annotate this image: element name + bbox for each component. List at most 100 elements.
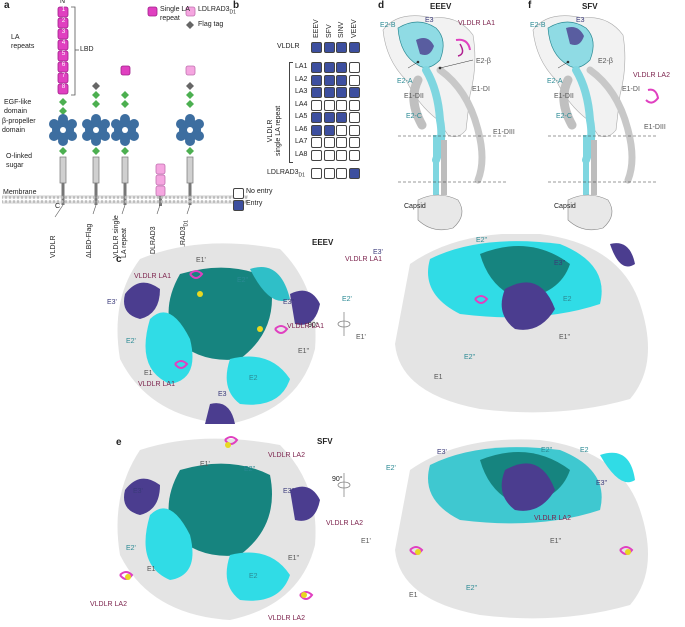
f-e1diii-label: E1-DIII	[644, 124, 666, 131]
c-top-e3: E3	[218, 391, 227, 398]
e-side-e3pp: E3''	[596, 480, 608, 487]
eeev-spike-structure	[382, 15, 508, 231]
e-top-la2-b: VLDLR LA2	[90, 601, 127, 608]
matrix-cell	[336, 124, 347, 136]
panel-e-label: e	[116, 437, 122, 448]
e-side-e2pp: E2''	[541, 447, 553, 454]
matrix-row-label: LDLRAD3D1	[267, 169, 305, 179]
panel-a-diagram	[2, 6, 248, 218]
c-terminus-label: C	[55, 203, 61, 210]
e-top-e2pp: E2''	[244, 466, 256, 473]
f-e1dii-label: E1-DII	[554, 93, 574, 100]
la-number: 3	[61, 29, 66, 35]
d-e2a-label: E2-A	[397, 78, 413, 85]
matrix-cell	[311, 137, 322, 148]
matrix-cell	[311, 149, 322, 161]
panel-e-title: SFV	[317, 437, 333, 446]
olinked-label: O-linked sugar	[6, 153, 33, 169]
construct-label-vldlr: VLDLR	[50, 235, 57, 258]
matrix-cell	[348, 99, 360, 111]
e-side-e1: E1	[409, 592, 418, 599]
d-e1diii-label: E1-DIII	[493, 129, 515, 136]
matrix-cell	[311, 62, 322, 73]
matrix-cell	[323, 168, 335, 179]
e-top-e3pp: E3''	[283, 488, 295, 495]
membrane-label: Membrane	[3, 189, 37, 196]
c-top-e3pp: E3''	[283, 299, 295, 306]
c-side-e1pp: E1''	[559, 334, 571, 341]
f-e2b-label: E2-B	[530, 22, 546, 29]
c-top-e2p: E2'	[126, 338, 136, 345]
la-number: 2	[61, 18, 66, 24]
e-top-e2p: E2'	[126, 545, 136, 552]
c-side-e2: E2	[563, 296, 572, 303]
d-e3-label: E3	[425, 17, 434, 24]
matrix-cell	[336, 168, 347, 179]
matrix-cell	[323, 42, 335, 53]
c-top-e2: E2	[249, 375, 258, 382]
e-top-la2-c: VLDLR LA2	[268, 615, 305, 622]
e-side-e2p: E2'	[386, 465, 396, 472]
d-capsid-label: Capsid	[404, 203, 426, 210]
c-side-e1p: E1'	[356, 334, 366, 341]
matrix-cell	[336, 74, 347, 86]
f-e2a-label: E2-A	[547, 78, 563, 85]
matrix-cell	[348, 87, 360, 98]
matrix-cell	[323, 99, 335, 111]
matrix-cell	[311, 124, 322, 136]
matrix-row-label: LA2	[295, 75, 308, 83]
entry-matrix: EEEV SFV SINV VEEV VLDLR LA1 LA2 LA3 LA4 LA5 LA6 LA…	[233, 8, 383, 248]
d-e2c-label: E2-C	[406, 113, 422, 120]
matrix-row-label: LA8	[295, 150, 308, 158]
e-side-e2pp-b: E2''	[466, 585, 478, 592]
matrix-cell	[311, 87, 322, 98]
c-side-e2p: E2'	[342, 296, 352, 303]
e-side-e3p: E3'	[437, 449, 447, 456]
construct-label-dlbd: ΔLBD-Flag	[86, 223, 93, 258]
matrix-cell	[348, 112, 360, 123]
matrix-cell	[336, 87, 347, 98]
matrix-cell	[323, 87, 335, 98]
e-side-e2: E2	[580, 447, 589, 454]
panel-c-title: EEEV	[312, 238, 334, 247]
matrix-column-header: SFV	[325, 24, 333, 38]
la-number: 1	[61, 7, 66, 13]
ldlrad3-legend: LDLRAD3D1	[198, 6, 236, 16]
c-side-e2pp: E2''	[476, 237, 488, 244]
matrix-cell	[323, 137, 335, 148]
matrix-row-label: VLDLR	[277, 43, 300, 50]
c-top-e2pp: E2''	[237, 277, 249, 284]
la-number: 7	[61, 73, 66, 79]
matrix-cell	[336, 112, 347, 123]
panel-a-label: a	[4, 0, 10, 11]
matrix-cell	[311, 74, 322, 86]
sfv-surface-views	[117, 436, 648, 620]
la-number: 6	[61, 62, 66, 68]
e-side-e1p: E1'	[361, 538, 371, 545]
d-e1dii-label: E1-DII	[404, 93, 424, 100]
matrix-cell	[348, 124, 360, 136]
matrix-row-label: LA1	[295, 63, 308, 70]
sfv-spike-structure	[532, 15, 660, 231]
lbd-label: LBD	[80, 46, 94, 53]
e-top-e1p: E1'	[200, 461, 210, 468]
legend-swatch-entry	[233, 200, 244, 211]
beta-propeller-vldlr	[49, 114, 77, 146]
e-top-la2-a: VLDLR LA2	[268, 452, 305, 459]
la-repeat-stack	[57, 6, 69, 95]
la-number: 8	[61, 84, 66, 90]
c-side-la1: VLDLR LA1	[345, 256, 382, 263]
matrix-column-header: VEEV	[350, 19, 358, 38]
la-repeats-label: LA repeats	[11, 34, 35, 50]
panel-d-label: d	[378, 0, 385, 11]
f-e1di-label: E1-DI	[622, 86, 640, 93]
matrix-column-header: SINV	[338, 21, 345, 38]
matrix-cell	[323, 149, 335, 161]
f-e2c-label: E2-C	[556, 113, 572, 120]
c-top-e1: E1	[144, 370, 153, 377]
panel-f-title: SFV	[582, 2, 598, 11]
legend-no-entry: No entry	[246, 188, 273, 195]
beta-propeller-label: β-propeller domain	[2, 118, 36, 134]
c-top-e3p: E3'	[107, 299, 117, 306]
matrix-row-label: LA6	[295, 125, 308, 133]
